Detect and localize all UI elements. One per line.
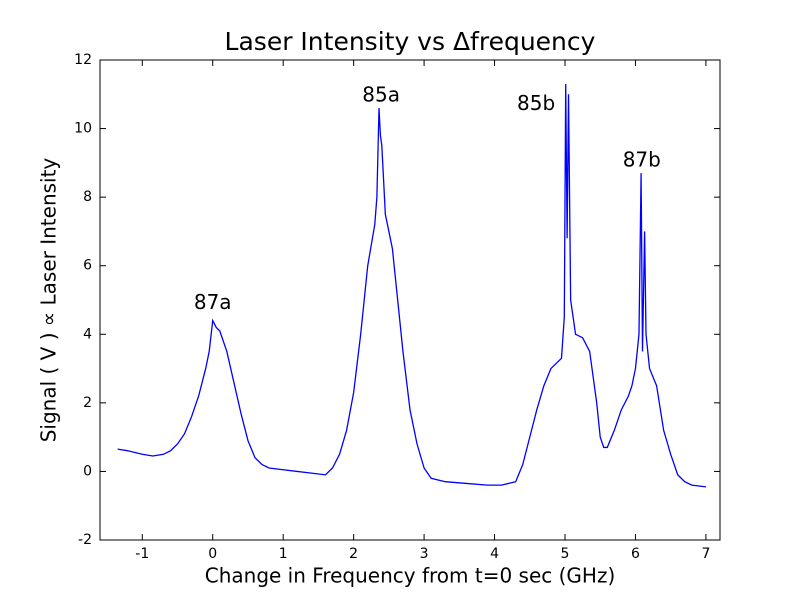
y-axis-label: Signal ( V ) ∝ Laser Intensity [37,158,61,443]
y-tick-label: 6 [83,258,92,274]
annotation: 87b [623,148,661,172]
data-line [117,83,706,488]
y-tick-label: -2 [78,532,92,548]
y-tick-label: 2 [83,395,92,411]
x-tick-label: 7 [701,546,710,562]
x-tick-label: 1 [279,546,288,562]
chart-title: Laser Intensity vs Δfrequency [225,27,596,56]
y-tick-label: 4 [83,326,92,342]
x-tick-label: 3 [420,546,429,562]
x-tick-label: -1 [135,546,149,562]
y-tick-label: 0 [83,463,92,479]
x-tick-label: 0 [208,546,217,562]
annotation: 85b [517,91,555,115]
plot-frame [99,59,721,541]
annotation: 87a [194,290,232,314]
x-tick-label: 2 [349,546,358,562]
annotation: 85a [362,83,400,107]
x-tick-label: 6 [631,546,640,562]
y-tick-label: 10 [74,121,92,137]
x-tick-label: 5 [561,546,570,562]
y-tick-label: 12 [74,52,92,68]
y-tick-label: 8 [83,189,92,205]
x-tick-label: 4 [490,546,499,562]
x-axis-label: Change in Frequency from t=0 sec (GHz) [205,564,616,588]
